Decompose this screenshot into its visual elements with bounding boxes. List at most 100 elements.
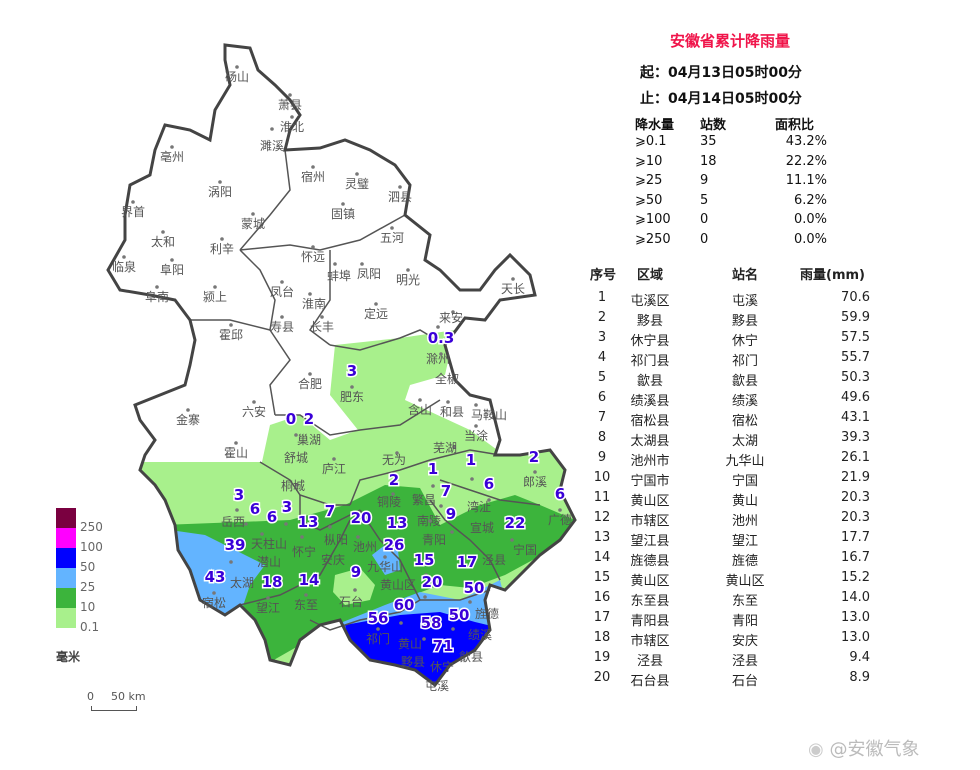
row-region: 池州市 xyxy=(630,454,670,469)
rainfall-value: 6 xyxy=(267,508,277,526)
row-index: 3 xyxy=(597,330,607,345)
city-label: 滁州 xyxy=(426,351,450,366)
rainfall-value: 50 xyxy=(464,579,485,597)
city-dot xyxy=(422,637,426,641)
header-station: 站名 xyxy=(731,268,758,283)
row-region: 宁国市 xyxy=(630,474,670,489)
row-station: 休宁 xyxy=(731,334,758,349)
city-dot xyxy=(328,525,332,529)
city-label: 祁门 xyxy=(366,631,390,646)
city-dot xyxy=(474,403,478,407)
stats-count: 35 xyxy=(700,134,717,149)
city-dot xyxy=(308,372,312,376)
row-region: 黄山区 xyxy=(630,494,670,509)
city-dot xyxy=(350,385,354,389)
row-region: 青阳县 xyxy=(630,614,670,629)
city-dot xyxy=(280,280,284,284)
city-label: 青阳 xyxy=(422,533,446,547)
city-dot xyxy=(355,172,359,176)
legend-label: 250 xyxy=(80,520,103,534)
city-dot xyxy=(390,226,394,230)
row-rainfall: 14.0 xyxy=(841,590,870,605)
city-label: 寿县 xyxy=(270,320,294,334)
city-dot xyxy=(332,457,336,461)
city-dot xyxy=(320,315,324,319)
city-dot xyxy=(290,115,294,119)
city-dot xyxy=(311,245,315,249)
city-label: 利辛 xyxy=(210,242,234,256)
legend-label: 25 xyxy=(80,580,96,594)
row-index: 10 xyxy=(593,470,611,485)
rainfall-value: 7 xyxy=(325,502,335,520)
row-station: 望江 xyxy=(731,534,758,549)
city-dot xyxy=(383,555,387,559)
rainfall-value: 20 xyxy=(351,509,372,527)
header-index: 序号 xyxy=(589,268,616,283)
city-dot xyxy=(341,202,345,206)
rainfall-value: 6 xyxy=(250,500,260,518)
table-row: 20 石台县 石台 8.9 xyxy=(580,670,880,690)
start-time: 起：04月13日05时00分 xyxy=(640,65,802,81)
city-label: 庐江 xyxy=(322,461,346,476)
row-index: 9 xyxy=(597,450,607,465)
city-dot xyxy=(308,292,312,296)
table-row: 17 青阳县 青阳 13.0 xyxy=(580,610,880,630)
row-rainfall: 26.1 xyxy=(841,450,870,465)
city-label: 石台 xyxy=(339,594,363,609)
table-row: 16 东至县 东至 14.0 xyxy=(580,590,880,610)
city-label: 亳州 xyxy=(160,149,184,164)
city-dot xyxy=(280,315,284,319)
row-station: 石台 xyxy=(731,674,758,689)
city-label: 天长 xyxy=(501,282,525,296)
panel-title: 安徽省累计降雨量 xyxy=(669,32,790,50)
city-label: 广德 xyxy=(548,512,572,527)
rainfall-value: 18 xyxy=(262,573,283,591)
city-label: 合肥 xyxy=(298,376,322,391)
row-rainfall: 59.9 xyxy=(841,310,870,325)
city-dot xyxy=(294,433,298,437)
city-label: 宿州 xyxy=(301,169,325,184)
row-rainfall: 16.7 xyxy=(841,550,870,565)
city-dot xyxy=(391,492,395,496)
row-region: 黄山区 xyxy=(630,574,670,589)
city-dot xyxy=(252,400,256,404)
city-dot xyxy=(234,441,238,445)
table-row: 2 黟县 黟县 59.9 xyxy=(580,310,880,330)
table-row: 3 休宁县 休宁 57.5 xyxy=(580,330,880,350)
rainfall-value: 60 xyxy=(394,596,415,614)
rainfall-value: 0 xyxy=(286,410,296,428)
zone-light-green-shitai xyxy=(333,568,375,605)
city-label: 桐城 xyxy=(281,479,305,493)
city-dot xyxy=(244,522,248,526)
city-label: 芜湖 xyxy=(433,440,457,455)
city-dot xyxy=(220,237,224,241)
city-dot xyxy=(510,538,514,542)
stats-ratio: 6.2% xyxy=(793,192,827,208)
row-rainfall: 8.9 xyxy=(849,670,870,685)
city-dot xyxy=(235,65,239,69)
stats-ratio: 43.2% xyxy=(785,134,827,149)
legend: 250 100 50 25 10 0.1 xyxy=(56,508,103,634)
stats-ratio: 0.0% xyxy=(793,231,827,247)
city-dot xyxy=(451,627,455,631)
city-label: 黟县 xyxy=(401,655,425,669)
city-dot xyxy=(446,400,450,404)
row-station: 太湖 xyxy=(731,434,758,449)
row-rainfall: 57.5 xyxy=(841,330,870,345)
rainfall-value: 6 xyxy=(555,485,565,503)
city-label: 繁昌 xyxy=(412,492,436,507)
row-index: 5 xyxy=(597,370,607,385)
rainfall-value: 6 xyxy=(484,475,494,493)
rainfall-value: 50 xyxy=(449,606,470,624)
row-station: 黄山区 xyxy=(725,574,765,589)
city-label: 泾县 xyxy=(482,553,506,567)
city-dot xyxy=(533,470,537,474)
city-dot xyxy=(558,508,562,512)
rainfall-value: 20 xyxy=(422,573,443,591)
table-row: 11 黄山区 黄山 20.3 xyxy=(580,490,880,510)
city-label: 岳西 xyxy=(221,515,245,529)
row-station: 祁门 xyxy=(731,354,758,369)
row-rainfall: 39.3 xyxy=(841,430,870,445)
city-label: 灵璧 xyxy=(345,176,369,191)
row-region: 石台县 xyxy=(630,674,670,689)
